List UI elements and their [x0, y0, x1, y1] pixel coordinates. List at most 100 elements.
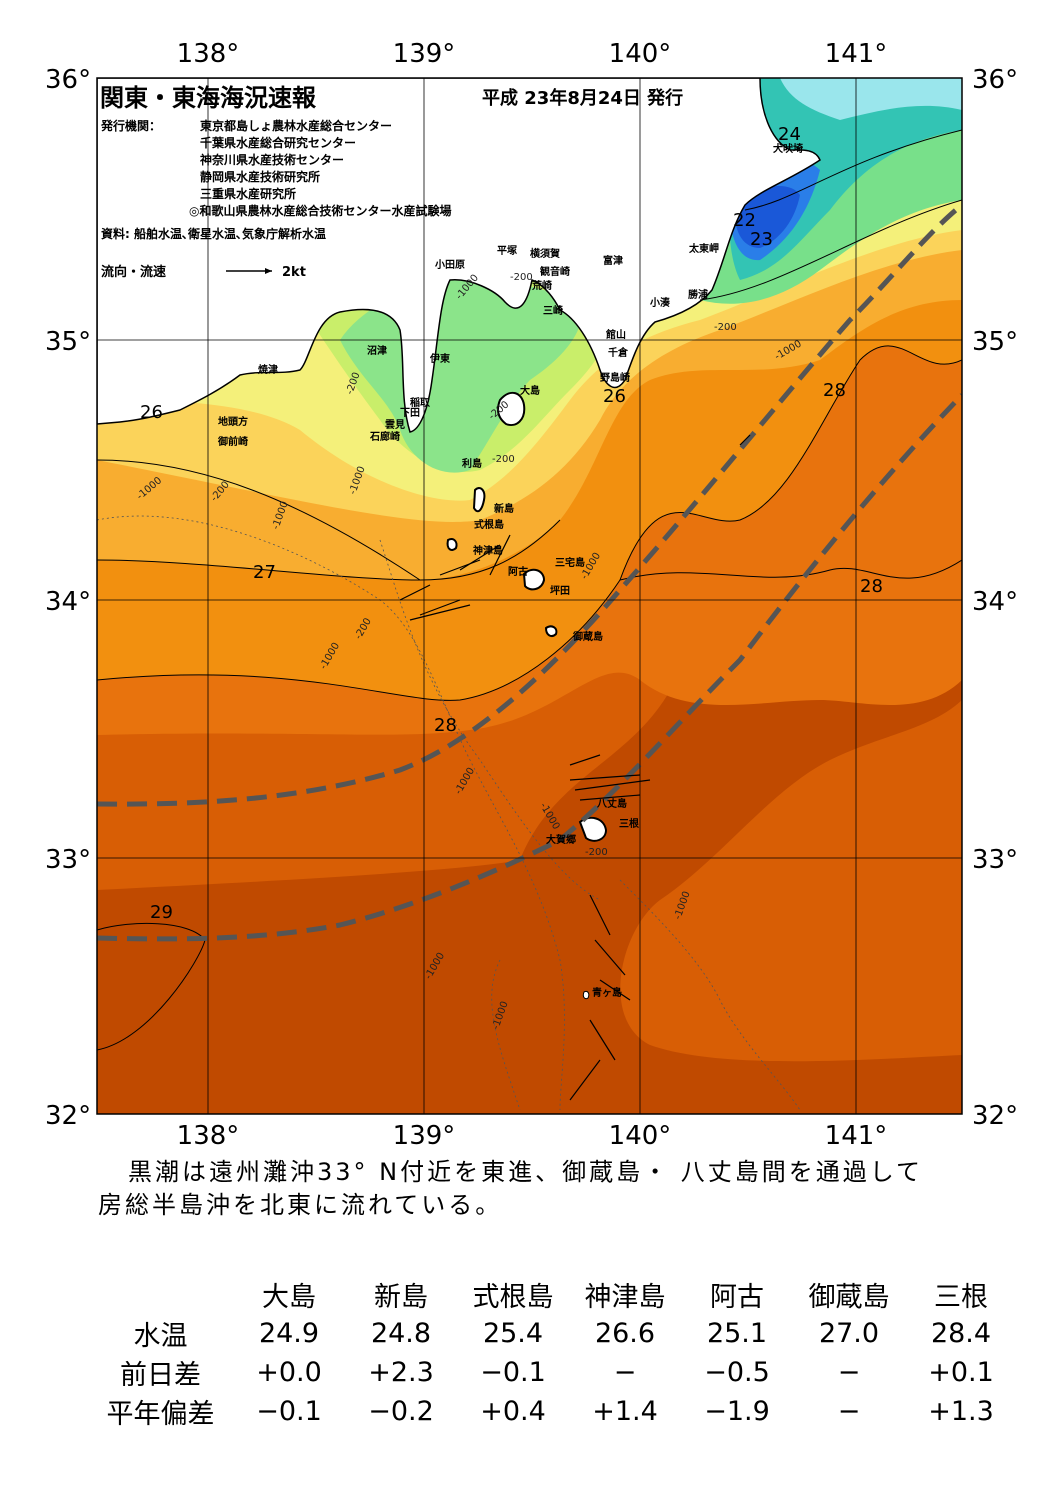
sea-condition-map: 138° 139° 140° 141° 138° 139° 140° 141° … [45, 39, 1018, 1150]
contour-label: 28 [434, 715, 457, 736]
land-hachijojima [578, 816, 608, 842]
lat-tick-label: 34° [972, 587, 1018, 617]
table-cell: 28.4 [930, 1318, 992, 1349]
table-cell: 24.9 [258, 1318, 320, 1349]
place-label: 式根島 [474, 518, 504, 531]
lon-tick-label: 140° [609, 1121, 672, 1150]
lon-tick-label: 139° [393, 39, 456, 69]
place-label: 坪田 [550, 584, 570, 597]
water-temperature-table: 大島 新島 式根島 神津島 阿古 御蔵島 三根 水温 24.9 24.8 25.… [88, 1275, 1017, 1431]
sea-band-north-cyan [780, 78, 962, 120]
table-row: 前日差 +0.0 +2.3 −0.1 − −0.5 − +0.1 [88, 1353, 1017, 1392]
table-cell: − [837, 1396, 861, 1427]
lon-tick-label: 139° [393, 1121, 456, 1150]
place-label: 犬吠埼 [773, 142, 803, 155]
summary-line: 黒潮は遠州灘沖33° N付近を東進、御蔵島・ 八丈島間を通過して [128, 1158, 924, 1186]
publisher-label: 発行機関： [100, 118, 161, 133]
row-header: 平年偏差 [106, 1399, 215, 1430]
lat-tick-label: 33° [972, 845, 1018, 875]
table-cell: −0.1 [480, 1357, 546, 1388]
place-label: 稲取 [410, 396, 431, 409]
map-title: 関東・東海海況速報 [100, 84, 317, 112]
summary-line: 房総半島沖を北東に流れている。 [98, 1191, 503, 1219]
lat-tick-label: 34° [45, 587, 91, 617]
place-label: 荒崎 [531, 279, 552, 292]
lat-tick-label: 32° [45, 1101, 91, 1131]
column-header: 新島 [374, 1282, 428, 1313]
contour-label: 28 [823, 380, 846, 401]
table-cell: +1.4 [592, 1396, 658, 1427]
table-cell: 27.0 [818, 1318, 880, 1349]
lat-ticks-left: 36° 35° 34° 33° 32° [45, 65, 91, 1131]
place-label: 平塚 [497, 244, 517, 257]
lon-tick-label: 140° [609, 39, 672, 69]
table-header-row: 大島 新島 式根島 神津島 阿古 御蔵島 三根 [88, 1275, 1017, 1314]
place-label: 小湊 [649, 296, 671, 309]
map-header: 関東・東海海況速報 平成 23年8月24日 発行 発行機関： 東京都島しょ農林水… [100, 84, 683, 280]
place-label: 神津島 [473, 544, 503, 557]
table-cell: 25.1 [706, 1318, 768, 1349]
table-cell: +2.3 [368, 1357, 434, 1388]
place-label: 富津 [603, 254, 623, 267]
table-row: 水温 24.9 24.8 25.4 26.6 25.1 27.0 28.4 [88, 1314, 1017, 1353]
lon-ticks-bottom: 138° 139° 140° 141° [177, 1121, 888, 1150]
land-mikurajima [544, 625, 558, 637]
lat-tick-label: 36° [972, 65, 1018, 95]
row-header: 水温 [133, 1321, 188, 1352]
lon-tick-label: 141° [825, 1121, 888, 1150]
publisher-name: ◎和歌山県農林水産総合技術センター水産試験場 [189, 203, 451, 218]
lon-tick-label: 138° [177, 39, 240, 69]
place-label: 館山 [605, 328, 626, 341]
lon-ticks-top: 138° 139° 140° 141° [177, 39, 888, 69]
column-header: 三根 [934, 1282, 988, 1313]
publisher-name: 千葉県水産総合研究センター [200, 135, 356, 150]
lat-tick-label: 35° [972, 327, 1018, 357]
place-label: 八丈島 [596, 797, 627, 810]
contour-label: 27 [253, 562, 276, 583]
table-cell: +0.1 [928, 1357, 994, 1388]
map-frame [96, 77, 963, 1115]
legend-label: 流向・流速 [101, 264, 166, 280]
place-label: 下田 [400, 407, 420, 419]
land-miyakejima [522, 568, 546, 591]
place-label: 御蔵島 [572, 630, 603, 643]
data-sources: 資料: 船舶水温､衛星水温､気象庁解析水温 [101, 226, 326, 241]
table-cell: − [837, 1357, 861, 1388]
table-cell: −0.5 [704, 1357, 770, 1388]
lat-ticks-right: 36° 35° 34° 33° 32° [972, 65, 1018, 1131]
depth-label: -200 [492, 454, 515, 465]
place-label: 焼津 [258, 363, 278, 376]
place-label: 沼津 [367, 344, 387, 357]
land-aogashima [582, 991, 590, 1000]
lat-tick-label: 36° [45, 65, 91, 95]
contour-label: 23 [750, 229, 773, 250]
lon-tick-label: 141° [825, 39, 888, 69]
table-cell: −0.1 [256, 1396, 322, 1427]
table-cell: +0.0 [256, 1357, 322, 1388]
place-label: 伊東 [429, 352, 450, 365]
contour-label: 29 [150, 902, 173, 923]
kuroshio-summary: 黒潮は遠州灘沖33° N付近を東進、御蔵島・ 八丈島間を通過して 房総半島沖を北… [98, 1156, 978, 1222]
table-cell: 25.4 [482, 1318, 544, 1349]
issue-date: 平成 23年8月24日 発行 [482, 87, 683, 109]
place-label: 大島 [520, 384, 540, 397]
place-label: 地頭方 [218, 415, 248, 428]
place-label: 三崎 [543, 304, 563, 317]
lat-tick-label: 32° [972, 1101, 1018, 1131]
table-cell: −1.9 [704, 1396, 770, 1427]
land-izu-oshima [497, 391, 526, 426]
lon-tick-label: 138° [177, 1121, 240, 1150]
contour-label: 26 [603, 386, 626, 407]
table-cell: 24.8 [370, 1318, 432, 1349]
land-niijima [472, 487, 486, 513]
current-arrows [399, 434, 751, 1101]
place-label: 観音崎 [540, 265, 570, 278]
table-cell: 26.6 [594, 1318, 656, 1349]
contour-label: 26 [140, 402, 163, 423]
contour-label: 28 [860, 576, 883, 597]
publisher-name: 神奈川県水産技術センター [200, 152, 344, 167]
depth-label: -200 [585, 847, 608, 858]
row-header: 前日差 [120, 1360, 201, 1391]
depth-label: -200 [510, 272, 533, 283]
legend-scale: 2kt [282, 265, 306, 280]
